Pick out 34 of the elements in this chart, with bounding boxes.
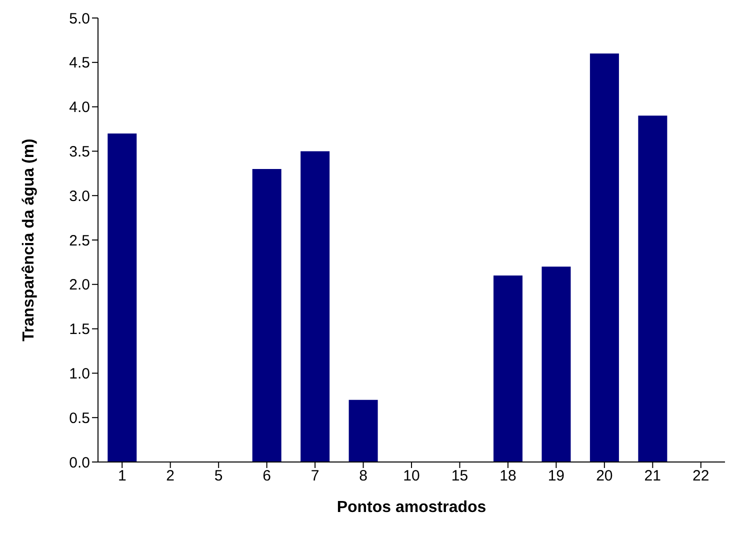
x-tick-label: 7: [310, 468, 320, 485]
x-tick-label: 1: [118, 468, 126, 485]
y-tick-label: 5.0: [69, 10, 90, 28]
x-tick-label: 15: [451, 468, 468, 485]
y-tick-label: 2.0: [69, 276, 90, 294]
y-tick-label: 0.0: [69, 454, 90, 472]
x-tick-label: 18: [500, 468, 516, 485]
y-tick-label: 1.0: [69, 366, 90, 383]
bar: [348, 400, 378, 462]
x-tick-label: 20: [596, 468, 613, 485]
y-tick-label: 4.0: [69, 99, 90, 116]
bar: [542, 266, 571, 462]
bar: [590, 54, 619, 462]
x-tick-label: 21: [644, 468, 661, 485]
y-axis-title: Transparência da água (m): [20, 138, 38, 342]
x-tick-label: 10: [403, 468, 420, 485]
y-tick-label: 0.5: [69, 410, 90, 427]
y-tick-label: 4.5: [69, 54, 90, 72]
x-axis-title: Pontos amostrados: [336, 499, 486, 516]
bar: [108, 133, 137, 462]
bar: [493, 276, 522, 462]
bar: [638, 116, 668, 462]
y-tick-label: 3.5: [69, 144, 90, 161]
x-tick-label: 5: [214, 468, 223, 485]
y-tick-label: 1.5: [69, 321, 90, 338]
x-tick-label: 22: [692, 468, 710, 485]
bar: [252, 168, 282, 462]
bar: [300, 151, 330, 462]
y-tick-label: 3.0: [69, 188, 90, 205]
y-tick-label: 2.5: [69, 232, 90, 250]
x-tick-label: 8: [359, 468, 368, 485]
x-tick-label: 6: [262, 468, 271, 485]
x-tick-label: 2: [166, 468, 175, 485]
x-tick-label: 19: [548, 468, 565, 485]
